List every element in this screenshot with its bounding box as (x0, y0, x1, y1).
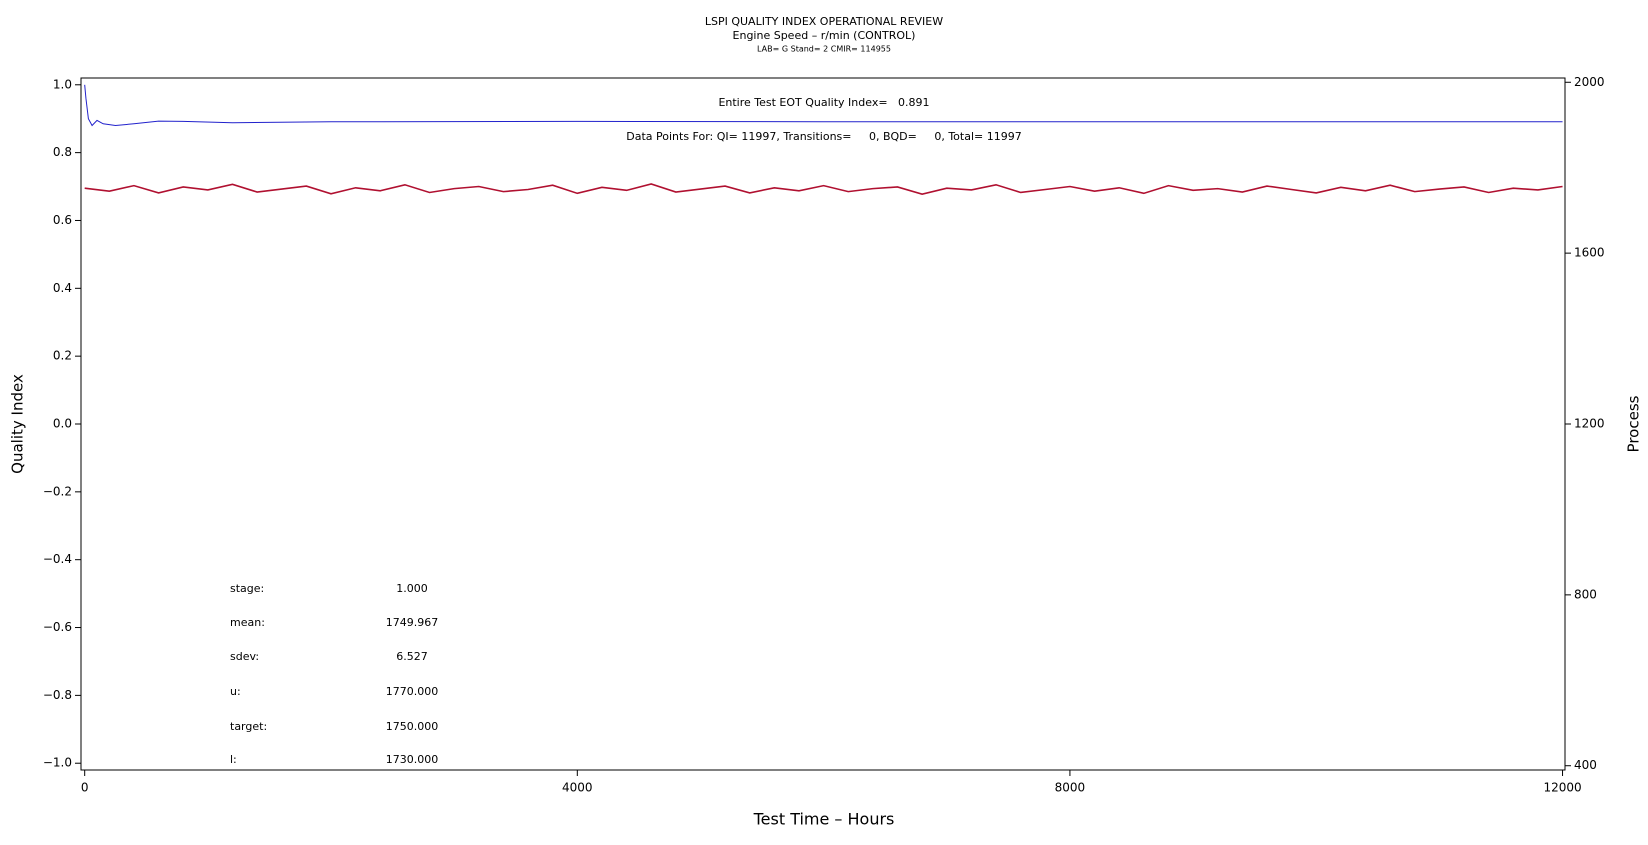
y-tick-label: 0.8 (53, 145, 72, 159)
chart-subtitle: Engine Speed – r/min (CONTROL) (733, 29, 916, 42)
y-tick-label: −1.0 (43, 756, 72, 770)
stat-value: 1730.000 (386, 753, 439, 766)
x-tick-label: 12000 (1543, 781, 1581, 795)
stat-value: 1.000 (396, 582, 428, 595)
stat-label: target: (230, 720, 267, 733)
y-tick-label: −0.2 (43, 484, 72, 498)
y2-tick-label: 800 (1574, 587, 1597, 601)
stat-label: u: (230, 685, 241, 698)
stat-label: mean: (230, 616, 265, 629)
annotation: Entire Test EOT Quality Index= 0.891 (718, 96, 929, 109)
y-tick-label: 0.6 (53, 213, 72, 227)
y2-tick-label: 1600 (1574, 246, 1605, 260)
stat-value: 1749.967 (386, 616, 439, 629)
y-tick-label: 0.2 (53, 349, 72, 363)
stat-label: stage: (230, 582, 264, 595)
y-tick-label: −0.4 (43, 552, 72, 566)
x-axis-label: Test Time – Hours (753, 810, 895, 829)
stat-label: l: (230, 753, 237, 766)
stat-value: 1770.000 (386, 685, 439, 698)
stat-value: 1750.000 (386, 720, 439, 733)
chart-title: LSPI QUALITY INDEX OPERATIONAL REVIEW (705, 15, 943, 28)
y2-tick-label: 1200 (1574, 417, 1605, 431)
y-tick-label: −0.8 (43, 688, 72, 702)
y-tick-label: 0.4 (53, 281, 72, 295)
chart-subtitle: LAB= G Stand= 2 CMIR= 114955 (757, 45, 891, 54)
y-tick-label: 0.0 (53, 417, 72, 431)
y-axis-label: Quality Index (9, 374, 27, 474)
y-tick-label: −0.6 (43, 620, 72, 634)
x-tick-label: 8000 (1055, 781, 1086, 795)
x-tick-label: 0 (81, 781, 89, 795)
y2-tick-label: 400 (1574, 758, 1597, 772)
y2-tick-label: 2000 (1574, 75, 1605, 89)
series-line (84, 183, 1563, 196)
x-tick-label: 4000 (562, 781, 593, 795)
series-line (84, 84, 1563, 127)
stat-label: sdev: (230, 650, 259, 663)
y2-axis-label: Process (1625, 395, 1643, 452)
y-tick-label: 1.0 (53, 77, 72, 91)
stat-value: 6.527 (396, 650, 428, 663)
plot-frame (80, 77, 1566, 771)
annotation: Data Points For: QI= 11997, Transitions=… (626, 130, 1021, 143)
